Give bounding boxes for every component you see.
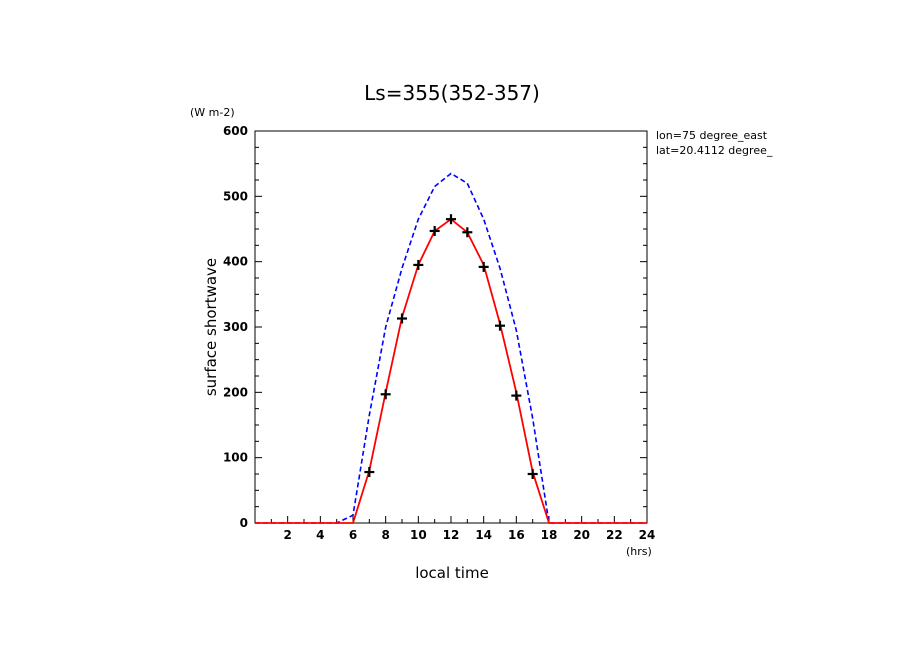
solid-series-line bbox=[255, 218, 647, 524]
plus-marker bbox=[511, 390, 522, 401]
plot-frame bbox=[254, 130, 648, 524]
x-tick-label: 22 bbox=[606, 528, 623, 542]
plus-marker bbox=[478, 261, 489, 272]
y-tick-label: 600 bbox=[223, 124, 248, 138]
plus-marker bbox=[380, 389, 391, 400]
plus-marker bbox=[429, 225, 440, 236]
x-tick-label: 6 bbox=[349, 528, 357, 542]
x-tick-label: 18 bbox=[541, 528, 558, 542]
marker-series bbox=[364, 214, 538, 479]
plus-marker bbox=[397, 313, 407, 324]
y-unit-label: (W m-2) bbox=[190, 106, 235, 119]
x-axis: 2 4 6 8 10 12 14 16 18 20 22 24 bbox=[254, 516, 656, 542]
x-tick-label: 2 bbox=[283, 528, 291, 542]
y-axis: 0 100 200 300 400 500 600 bbox=[223, 124, 647, 530]
x-axis-title: local time bbox=[415, 564, 489, 582]
annotation-lon: lon=75 degree_east bbox=[656, 129, 768, 142]
series-layer bbox=[255, 172, 647, 524]
x-tick-label: 14 bbox=[475, 528, 492, 542]
y-tick-label: 200 bbox=[223, 385, 248, 399]
dashed-series-line bbox=[255, 172, 647, 524]
chart-title: Ls=355(352-357) bbox=[364, 81, 540, 105]
annotation-lat: lat=20.4112 degree_ bbox=[656, 144, 773, 157]
y-tick-label: 400 bbox=[223, 255, 248, 269]
plus-marker bbox=[495, 320, 505, 331]
plus-marker bbox=[364, 467, 375, 478]
y-tick-label: 500 bbox=[223, 189, 248, 203]
x-tick-label: 16 bbox=[508, 528, 525, 542]
plus-marker bbox=[413, 259, 424, 270]
x-tick-label: 4 bbox=[316, 528, 324, 542]
y-axis-title: surface shortwave bbox=[202, 258, 220, 396]
x-tick-label: 10 bbox=[410, 528, 427, 542]
plus-marker bbox=[462, 227, 473, 238]
x-tick-label: 12 bbox=[443, 528, 460, 542]
x-tick-label: 24 bbox=[639, 528, 656, 542]
plus-marker bbox=[527, 469, 538, 479]
y-tick-label: 0 bbox=[240, 516, 248, 530]
x-tick-label: 20 bbox=[573, 528, 590, 542]
plus-marker bbox=[446, 214, 456, 225]
x-tick-label: 8 bbox=[381, 528, 389, 542]
x-unit-label: (hrs) bbox=[626, 545, 652, 558]
y-tick-label: 100 bbox=[223, 451, 248, 465]
y-tick-label: 300 bbox=[223, 320, 248, 334]
